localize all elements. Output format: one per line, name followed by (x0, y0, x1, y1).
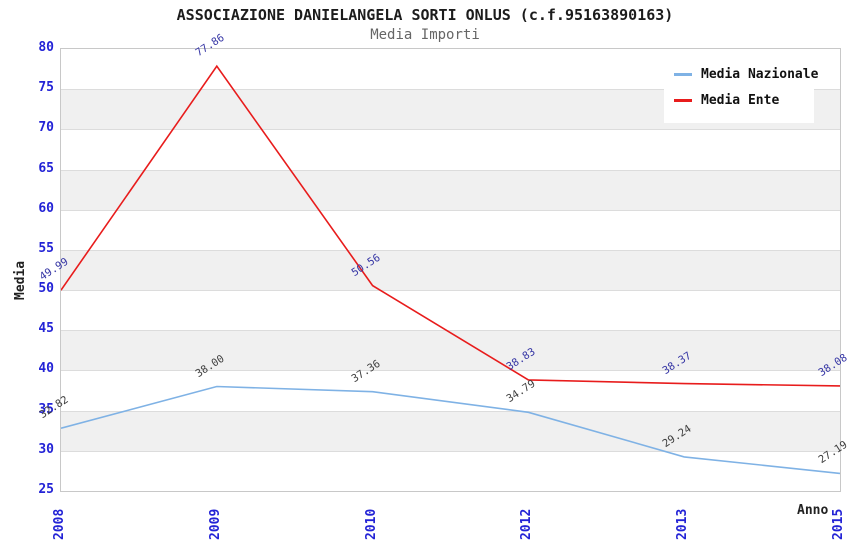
plot-band (61, 370, 840, 411)
y-tick-label: 70 (38, 120, 54, 136)
x-axis-title: Anno (797, 503, 829, 518)
x-tick-label: 2013 (675, 508, 691, 540)
y-tick-label: 35 (38, 401, 54, 417)
gridline (61, 249, 840, 251)
gridline (61, 450, 840, 452)
plot-band (61, 169, 840, 210)
legend: Media Nazionale Media Ente (664, 55, 818, 123)
y-tick-label: 80 (38, 40, 54, 55)
gridline (61, 370, 840, 372)
gridline (61, 89, 840, 91)
y-tick-label: 55 (38, 240, 54, 256)
x-tick-label: 2015 (831, 508, 846, 540)
plot-band (61, 330, 840, 371)
gridline (61, 209, 840, 211)
y-tick-label: 30 (38, 441, 54, 457)
legend-item-media-ente: Media Ente (674, 89, 804, 111)
gridline (61, 410, 840, 412)
series-lines (61, 64, 840, 475)
y-tick-label: 25 (38, 482, 54, 497)
legend-label-media-nazionale: Media Nazionale (701, 66, 819, 82)
plot-band (61, 290, 840, 331)
gridline (61, 330, 840, 332)
legend-swatch-media-ente (674, 98, 692, 102)
y-tick-label: 40 (38, 361, 54, 377)
plot-band (61, 209, 840, 250)
x-tick-label: 2012 (519, 508, 535, 540)
chart-subtitle: Media Importi (370, 27, 480, 43)
legend-swatch-media-nazionale (674, 72, 692, 76)
y-tick-label: 65 (38, 160, 54, 176)
y-tick-label: 60 (38, 200, 54, 216)
legend-label-media-ente: Media Ente (701, 92, 780, 108)
y-tick-label: 50 (38, 281, 54, 297)
legend-item-media-nazionale: Media Nazionale (674, 63, 818, 85)
plot-band (61, 249, 840, 291)
y-tick-label: 45 (38, 321, 54, 337)
x-tick-label: 2009 (207, 508, 223, 540)
series-line-media-ente (61, 64, 840, 387)
x-tick-label: 2008 (52, 508, 67, 540)
x-tick-label: 2010 (363, 508, 379, 540)
gridline (61, 129, 840, 131)
gridline (61, 169, 840, 171)
chart-title: ASSOCIAZIONE DANIELANGELA SORTI ONLUS (c… (176, 6, 674, 24)
plot-band (61, 129, 840, 170)
gridline (61, 290, 840, 292)
plot-band (61, 410, 840, 451)
series-line-media-nazionale (61, 385, 840, 475)
y-tick-label: 75 (38, 80, 54, 96)
plot-band (61, 450, 840, 491)
